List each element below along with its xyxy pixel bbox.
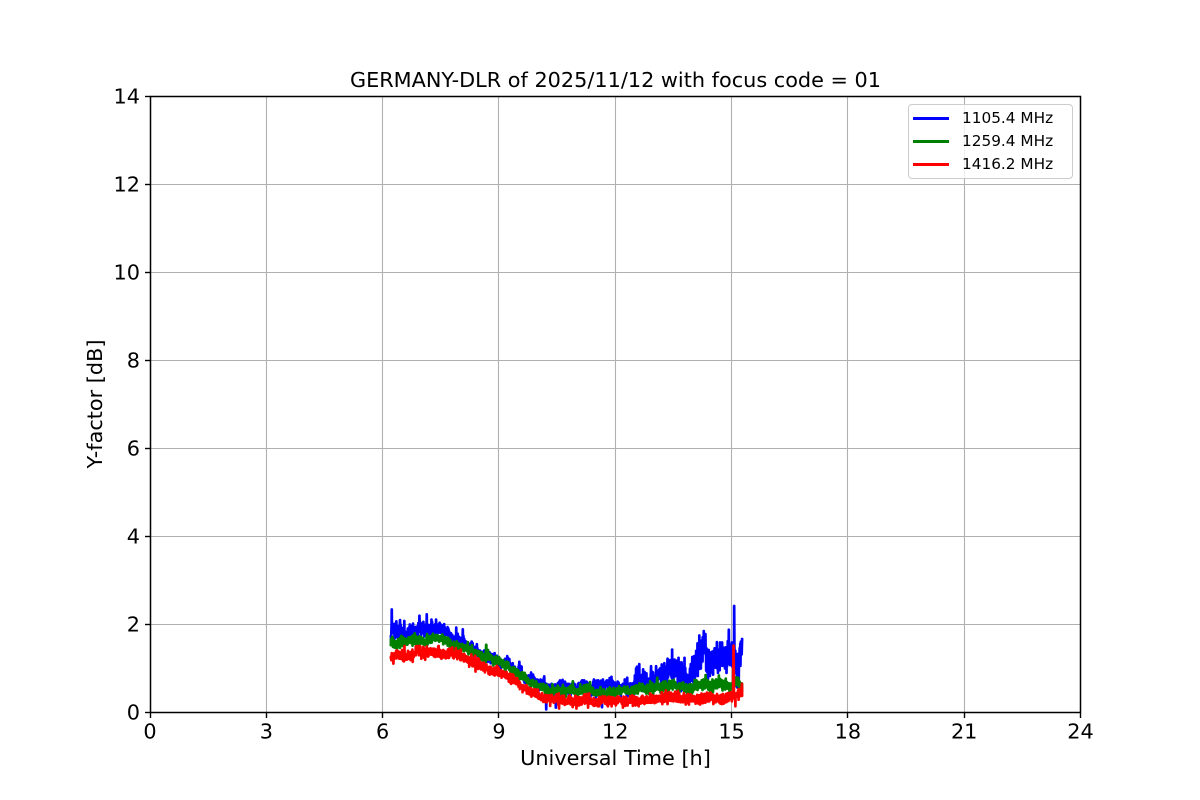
series-line-1416-2-mhz <box>389 644 744 710</box>
legend-label: 1416.2 MHz <box>962 154 1054 173</box>
y-tick-label: 2 <box>127 612 140 636</box>
x-tick-label: 6 <box>376 720 389 744</box>
chart-title: GERMANY-DLR of 2025/11/12 with focus cod… <box>349 67 882 92</box>
y-tick-label: 0 <box>127 700 140 724</box>
y-axis-label-text: Y-factor [dB] <box>82 339 107 468</box>
legend-label: 1259.4 MHz <box>962 131 1054 150</box>
x-tick-label: 9 <box>492 720 505 744</box>
series-line-1259-4-mhz <box>389 631 744 700</box>
legend-line-sample-green <box>913 139 949 143</box>
x-tick-label: 15 <box>718 720 744 744</box>
x-tick-label: 24 <box>1067 720 1093 744</box>
legend-line-sample-blue <box>913 116 949 120</box>
y-tick-label: 6 <box>127 437 140 461</box>
x-tick-label: 12 <box>602 720 628 744</box>
legend-label: 1105.4 MHz <box>962 108 1054 127</box>
y-tick-label: 10 <box>114 261 140 285</box>
axes-spines <box>149 95 1082 714</box>
y-tick-label: 12 <box>114 173 140 197</box>
y-tick-label: 8 <box>127 349 140 373</box>
legend: 1105.4 MHz 1259.4 MHz 1416.2 MHz <box>908 104 1073 179</box>
x-tick-label: 3 <box>260 720 273 744</box>
legend-item-1105-4-mhz: 1105.4 MHz <box>909 108 1072 127</box>
x-axis-label: Universal Time [h] <box>520 746 711 771</box>
legend-item-1416-2-mhz: 1416.2 MHz <box>909 154 1072 173</box>
legend-line-sample-red <box>913 162 949 166</box>
x-tick-label: 18 <box>835 720 861 744</box>
x-tick-label: 21 <box>951 720 977 744</box>
y-tick-label: 14 <box>114 85 140 109</box>
legend-item-1259-4-mhz: 1259.4 MHz <box>909 131 1072 150</box>
y-tick-label: 4 <box>127 524 140 548</box>
x-tick-label: 0 <box>143 720 156 744</box>
